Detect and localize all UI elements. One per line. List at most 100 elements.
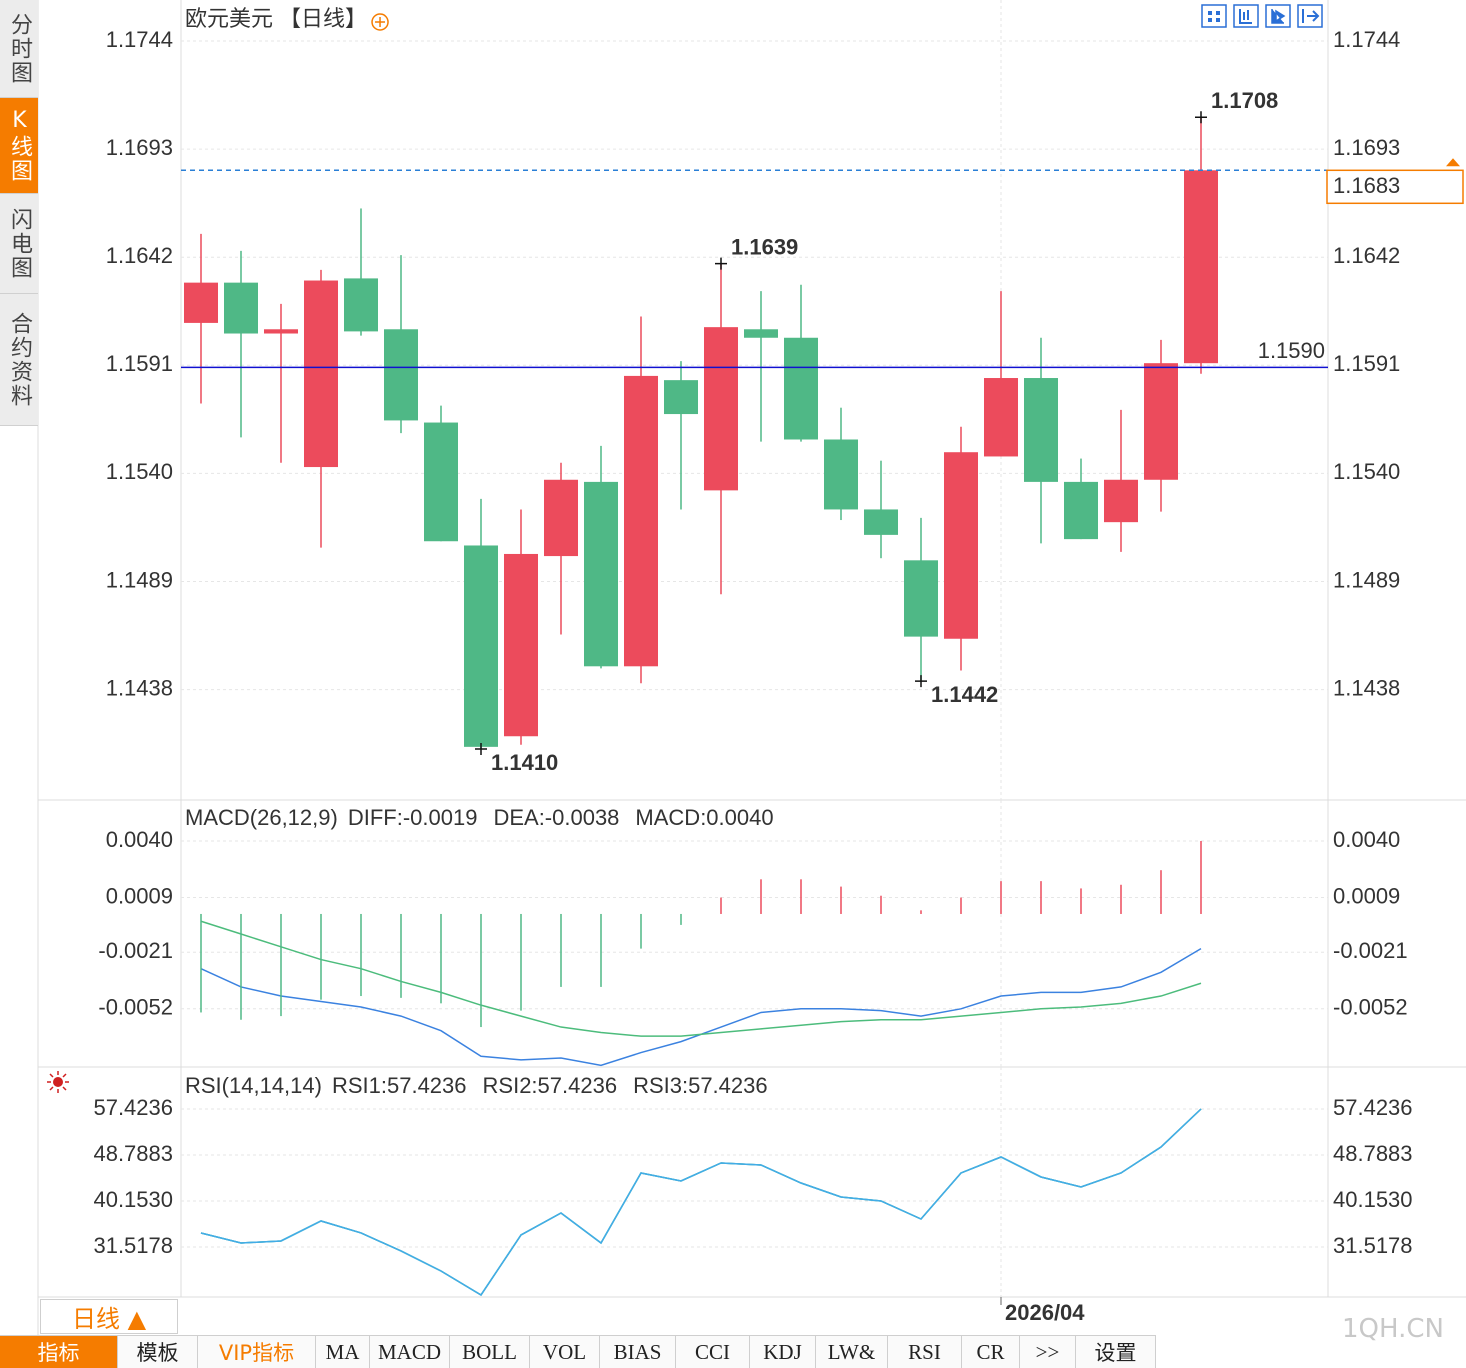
y-tick-label: -0.0021 xyxy=(98,938,173,963)
candle-body xyxy=(984,378,1018,457)
tab[interactable]: CCI xyxy=(676,1335,750,1368)
indicator-tabs: 指标 模板 VIP指标 MA MACD BOLL VOL BIAS CCI KD… xyxy=(0,1335,1156,1368)
last-price-box xyxy=(1326,169,1464,205)
candle-body xyxy=(264,329,298,334)
y-tick-label: 1.1438 xyxy=(106,675,173,700)
icon-glyph xyxy=(1239,9,1252,24)
price-line-label: 1.1590 xyxy=(1258,338,1325,363)
y2-tick-label: 48.7883 xyxy=(1333,1141,1413,1166)
y2-tick-label: 1.1489 xyxy=(1333,567,1400,592)
x-tick-label: 2026/04 xyxy=(1005,1300,1085,1325)
candle-body xyxy=(304,280,338,468)
sidebar-tab[interactable]: 合约资料 xyxy=(0,294,38,426)
candle-body xyxy=(664,380,698,415)
series-line xyxy=(200,1108,1202,1296)
y2-tick-label: -0.0021 xyxy=(1333,938,1408,963)
y-tick-label: 1.1591 xyxy=(106,351,173,376)
tab[interactable]: >> xyxy=(1020,1335,1076,1368)
candle-body xyxy=(1064,481,1098,540)
candle-body xyxy=(1144,363,1178,480)
candle-body xyxy=(1104,479,1138,523)
tab[interactable]: MACD xyxy=(370,1335,450,1368)
tab[interactable]: 指标 xyxy=(0,1335,118,1368)
icon-glyph xyxy=(53,1077,63,1087)
pane-title: MACD(26,12,9) xyxy=(185,805,338,830)
annotation-label: 1.1442 xyxy=(931,682,998,707)
tab[interactable]: VIP指标 xyxy=(198,1335,316,1368)
legend-entry: RSI1:57.4236 xyxy=(332,1073,467,1098)
tab[interactable]: VOL xyxy=(530,1335,600,1368)
candle-body xyxy=(824,439,858,510)
y-tick-label: 1.1744 xyxy=(106,27,173,52)
zoom-icon[interactable] xyxy=(371,13,389,31)
annotation-marker xyxy=(1195,111,1207,124)
icon-glyph xyxy=(1208,11,1220,22)
tab[interactable]: KDJ xyxy=(750,1335,816,1368)
icon-button[interactable] xyxy=(1201,4,1227,28)
tab[interactable]: BIAS xyxy=(600,1335,676,1368)
candle-body xyxy=(184,282,218,323)
annotation-marker xyxy=(715,257,727,270)
watermark: 1QH.CN xyxy=(1342,1314,1444,1344)
candle-body xyxy=(744,329,778,338)
candle-body xyxy=(1184,170,1218,364)
tab[interactable]: 模板 xyxy=(118,1335,198,1368)
tab[interactable]: 设置 xyxy=(1076,1335,1156,1368)
sidebar-tab[interactable]: 闪电图 xyxy=(0,194,38,294)
candle-body xyxy=(224,282,258,334)
sidebar-tab[interactable]: 分时图 xyxy=(0,0,38,98)
legend-entry: RSI3:57.4236 xyxy=(633,1073,768,1098)
y2-tick-label: 1.1744 xyxy=(1333,27,1400,52)
sidebar-tab[interactable]: K线图 xyxy=(0,98,38,194)
rsi-icon[interactable] xyxy=(47,1071,69,1093)
series-line xyxy=(200,1108,1202,1296)
candle-body xyxy=(504,553,538,737)
y2-tick-label: 1.1642 xyxy=(1333,243,1400,268)
candle-body xyxy=(424,422,458,542)
icon-glyph xyxy=(1271,9,1286,24)
pane-title: 欧元美元 xyxy=(185,6,273,31)
y2-tick-label: 0.0040 xyxy=(1333,827,1400,852)
tab[interactable]: LW& xyxy=(816,1335,888,1368)
period-selector[interactable]: 日线 ▲ xyxy=(40,1299,178,1334)
y-tick-label: 0.0009 xyxy=(106,883,173,908)
icon-button[interactable] xyxy=(1297,4,1323,28)
zoom-icon-glyph xyxy=(375,17,386,27)
y-tick-label: 1.1642 xyxy=(106,243,173,268)
candle-body xyxy=(544,479,578,557)
candle-body xyxy=(624,375,658,667)
annotation-marker xyxy=(475,742,487,755)
candle-body xyxy=(904,560,938,637)
pane-subtitle: 【日线】 xyxy=(279,6,367,31)
y-tick-label: 57.4236 xyxy=(93,1095,173,1120)
candle-body xyxy=(784,337,818,440)
y-tick-label: 1.1489 xyxy=(106,567,173,592)
series-line xyxy=(200,1108,1202,1296)
candle-body xyxy=(384,329,418,421)
y2-tick-label: 57.4236 xyxy=(1333,1095,1413,1120)
y-tick-label: -0.0052 xyxy=(98,995,173,1020)
pane-title: RSI(14,14,14) xyxy=(185,1073,322,1098)
legend-entry: RSI2:57.4236 xyxy=(483,1073,618,1098)
candle-body xyxy=(864,509,898,535)
icon-button[interactable] xyxy=(1233,4,1259,28)
last-price-arrow xyxy=(1446,158,1460,167)
y-tick-label: 40.1530 xyxy=(93,1187,173,1212)
annotation-label: 1.1708 xyxy=(1211,88,1278,113)
y2-tick-label: 31.5178 xyxy=(1333,1233,1413,1258)
y-tick-label: 0.0040 xyxy=(106,827,173,852)
y2-tick-label: 0.0009 xyxy=(1333,883,1400,908)
tab[interactable]: MA xyxy=(316,1335,370,1368)
candle-body xyxy=(464,545,498,747)
toolbar-icons[interactable] xyxy=(1201,4,1323,28)
tab[interactable]: BOLL xyxy=(450,1335,530,1368)
candle-body xyxy=(704,327,738,491)
y2-tick-label: 1.1438 xyxy=(1333,675,1400,700)
icon-glyph xyxy=(1302,9,1320,23)
tab[interactable]: RSI xyxy=(888,1335,962,1368)
icon-button[interactable] xyxy=(1265,4,1291,28)
y2-tick-label: 1.1591 xyxy=(1333,351,1400,376)
legend-entry: DIFF:-0.0019 xyxy=(348,805,478,830)
tab[interactable]: CR xyxy=(962,1335,1020,1368)
